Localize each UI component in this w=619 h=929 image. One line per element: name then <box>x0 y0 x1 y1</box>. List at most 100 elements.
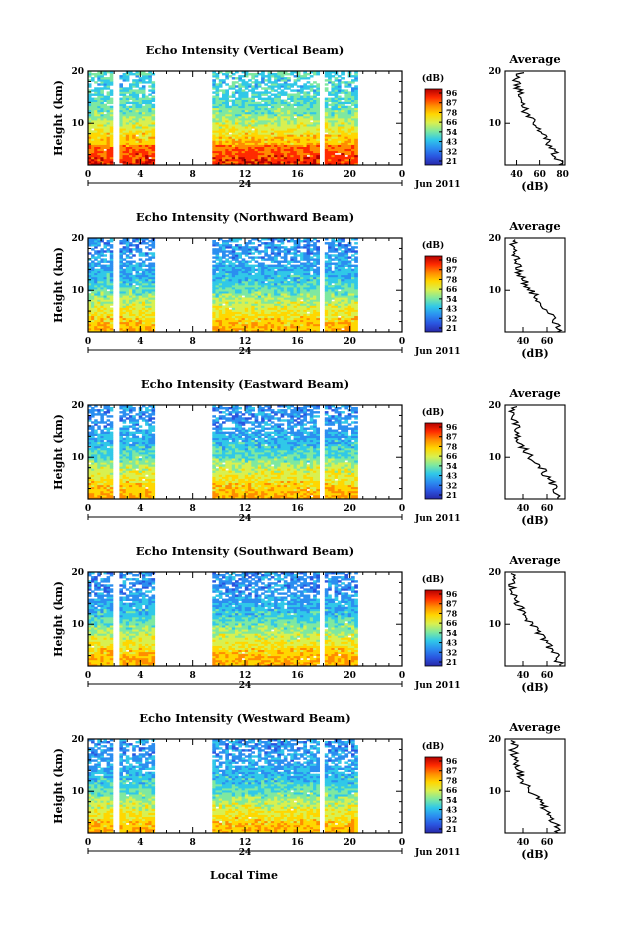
heatmap-cell <box>290 152 294 156</box>
heatmap-cell <box>280 272 285 276</box>
heatmap-cell <box>225 111 229 115</box>
heatmap-cell <box>225 274 229 278</box>
heatmap-cell <box>316 330 320 333</box>
heatmap-cell <box>324 307 329 310</box>
heatmap-cell <box>241 248 246 251</box>
heatmap-cell <box>212 146 216 149</box>
heatmap-cell <box>145 295 149 298</box>
heatmap-cell <box>328 79 332 82</box>
heatmap-cell <box>257 134 262 137</box>
heatmap-cell <box>106 325 111 329</box>
heatmap-cell <box>238 150 242 154</box>
heatmap-cell <box>94 154 98 158</box>
heatmap-cell <box>347 146 352 149</box>
heatmap-cell <box>251 307 255 310</box>
heatmap-cell <box>280 103 285 107</box>
heatmap-cell <box>337 325 342 329</box>
heatmap-cell <box>145 270 149 274</box>
heatmap-cell <box>337 311 342 314</box>
heatmap-cell <box>148 272 152 276</box>
heatmap-cell <box>344 107 349 111</box>
heatmap-cell <box>331 315 336 319</box>
heatmap-cell <box>215 163 220 166</box>
heatmap-cell <box>148 240 152 243</box>
heatmap-cell <box>257 287 262 290</box>
heatmap-cell <box>296 128 301 131</box>
heatmap-cell <box>351 120 355 123</box>
heatmap-cell <box>354 148 358 152</box>
heatmap-cell <box>212 85 216 88</box>
heatmap-cell <box>287 297 291 300</box>
heatmap-cell <box>324 264 329 267</box>
heatmap-cell <box>274 278 278 282</box>
heatmap-cell <box>283 154 288 158</box>
heatmap-cell <box>277 138 281 141</box>
heatmap-cell <box>122 89 127 92</box>
heatmap-cell <box>331 242 336 245</box>
heatmap-cell <box>270 319 275 323</box>
heatmap-cell <box>270 278 275 282</box>
heatmap-cell <box>218 101 223 105</box>
heatmap-cell <box>97 274 101 278</box>
heatmap-cell <box>97 276 101 280</box>
heatmap-cell <box>274 266 278 269</box>
heatmap-cell <box>334 85 339 88</box>
heatmap-cell <box>138 128 143 131</box>
heatmap-cell <box>106 244 111 247</box>
heatmap-cell <box>334 319 339 323</box>
heatmap-cell <box>103 150 107 154</box>
heatmap-cell <box>303 321 307 325</box>
heatmap-cell <box>277 248 281 251</box>
heatmap-cell <box>274 156 278 160</box>
heatmap-cell <box>290 132 294 135</box>
heatmap-cell <box>306 95 311 98</box>
heatmap-cell <box>316 274 320 278</box>
heatmap-cell <box>244 156 249 160</box>
heatmap-cell <box>231 93 236 96</box>
heatmap-cell <box>212 99 216 102</box>
heatmap-cell <box>277 73 281 76</box>
heatmap-cell <box>324 330 329 333</box>
heatmap-cell <box>287 87 291 90</box>
heatmap-cell <box>222 144 226 147</box>
heatmap-cell <box>212 109 216 113</box>
heatmap-cell <box>270 258 275 261</box>
heatmap-cell <box>347 122 352 125</box>
heatmap-cell <box>283 238 288 241</box>
heatmap-cell <box>347 130 352 133</box>
heatmap-cell <box>148 295 152 298</box>
heatmap-cell <box>251 330 255 333</box>
heatmap-cell <box>283 317 288 321</box>
heatmap-cell <box>254 75 259 78</box>
heatmap-cell <box>251 99 255 102</box>
heatmap-cell <box>222 317 226 321</box>
heatmap-cell <box>254 81 259 84</box>
heatmap-cell <box>270 85 275 88</box>
heatmap-cell <box>324 283 329 286</box>
heatmap-cell <box>283 303 288 306</box>
heatmap-cell <box>238 163 242 166</box>
heatmap-cell <box>235 105 239 109</box>
heatmap-cell <box>125 244 130 247</box>
heatmap-cell <box>334 126 339 129</box>
heatmap-cell <box>97 330 101 333</box>
heatmap-cell <box>235 325 239 329</box>
heatmap-cell <box>235 285 239 288</box>
heatmap-cell <box>351 116 355 119</box>
heatmap-cell <box>264 285 268 288</box>
heatmap-cell <box>109 120 114 123</box>
heatmap-cell <box>306 120 311 123</box>
heatmap-cell <box>316 124 320 127</box>
heatmap-cell <box>331 327 336 331</box>
heatmap-cell <box>290 311 294 314</box>
heatmap-cell <box>270 89 275 92</box>
heatmap-cell <box>119 305 123 308</box>
heatmap-cell <box>88 105 92 109</box>
heatmap-cell <box>306 160 311 164</box>
heatmap-cell <box>129 152 133 156</box>
heatmap-cell <box>334 79 339 82</box>
heatmap-cell <box>231 120 236 123</box>
heatmap-cell <box>270 97 275 100</box>
heatmap-cell <box>215 95 220 98</box>
heatmap-cell <box>316 317 320 321</box>
